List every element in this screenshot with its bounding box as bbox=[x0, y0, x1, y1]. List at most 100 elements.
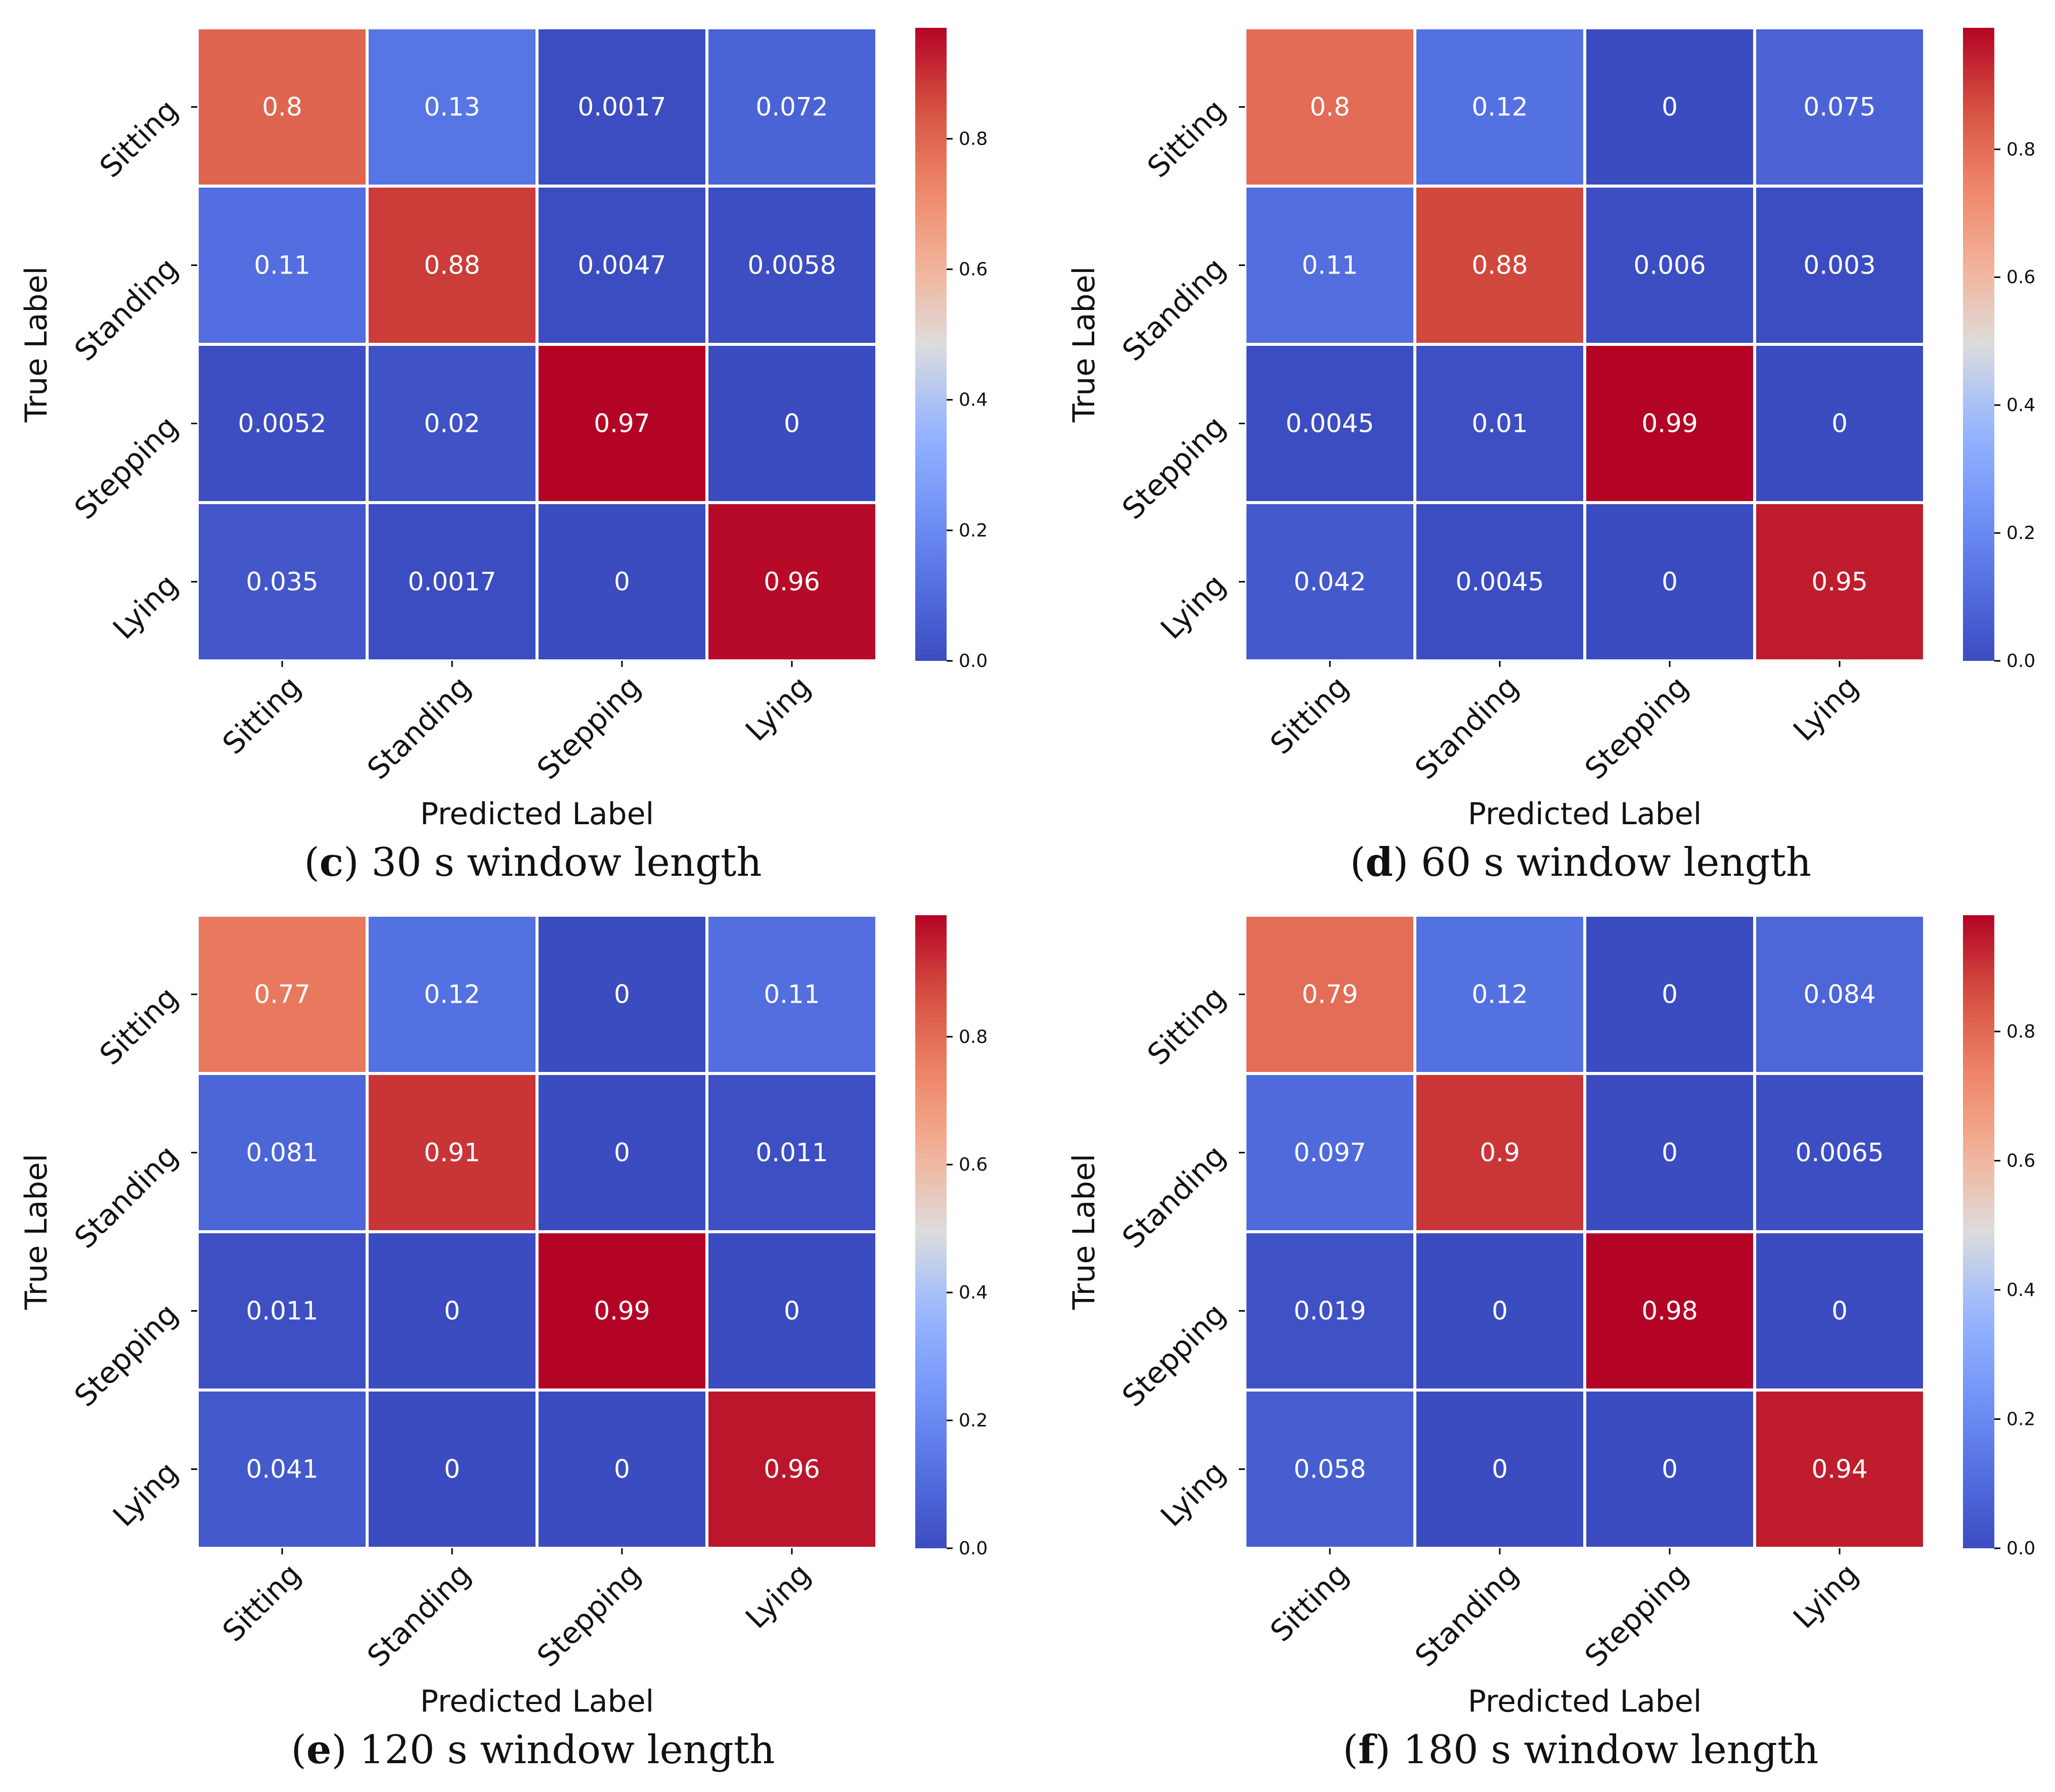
cell-value-label: 0.88 bbox=[1471, 251, 1528, 280]
x-axis-label: Predicted Label bbox=[1468, 796, 1702, 832]
heatmap-cell bbox=[1753, 1230, 1926, 1392]
heatmap-cell bbox=[1753, 914, 1926, 1075]
colorbar-tick-label: 0.4 bbox=[2006, 1280, 2035, 1301]
heatmap-cell bbox=[196, 1388, 369, 1550]
cell-value-label: 0.072 bbox=[755, 93, 828, 122]
cell-value-label: 0.91 bbox=[424, 1138, 480, 1168]
colorbar-tick-label: 0.4 bbox=[2006, 395, 2035, 416]
y-tick-label: Lying bbox=[106, 1455, 185, 1533]
cell-value-label: 0.0047 bbox=[578, 251, 666, 280]
cell-value-label: 0.019 bbox=[1293, 1296, 1366, 1326]
panel-caption: (c) 30 s window length bbox=[304, 839, 762, 885]
heatmap-cell bbox=[196, 1072, 369, 1233]
colorbar-tick-label: 0.6 bbox=[959, 259, 988, 280]
x-tick-label: Standing bbox=[361, 1557, 477, 1674]
cell-value-label: 0.0052 bbox=[238, 409, 327, 438]
caption-letter: c bbox=[320, 839, 344, 885]
cell-value-label: 0.0065 bbox=[1796, 1138, 1884, 1168]
cell-value-label: 0 bbox=[1662, 93, 1678, 122]
cell-value-label: 0.0045 bbox=[1456, 567, 1544, 597]
cell-value-label: 0.11 bbox=[254, 251, 310, 280]
cell-value-label: 0 bbox=[614, 1455, 630, 1484]
cell-value-label: 0 bbox=[1492, 1455, 1508, 1484]
cell-value-label: 0.0045 bbox=[1286, 409, 1374, 438]
cell-value-label: 0.011 bbox=[755, 1138, 828, 1168]
colorbar-tick-label: 0.4 bbox=[959, 390, 988, 411]
cell-value-label: 0.11 bbox=[1302, 251, 1358, 280]
cell-value-label: 0.081 bbox=[246, 1138, 318, 1168]
cell-value-label: 0.96 bbox=[764, 1455, 820, 1484]
colorbar-tick-label: 0.8 bbox=[959, 128, 988, 149]
cell-value-label: 0.075 bbox=[1803, 93, 1875, 122]
x-tick-label: Lying bbox=[1786, 669, 1865, 748]
heatmap-cell bbox=[1583, 1230, 1756, 1392]
heatmap-cell bbox=[1583, 1072, 1756, 1233]
cell-value-label: 0.12 bbox=[424, 980, 480, 1009]
cell-value-label: 0 bbox=[784, 1296, 800, 1326]
heatmap-cell bbox=[705, 343, 878, 504]
cell-value-label: 0 bbox=[444, 1455, 460, 1484]
y-tick-label: Standing bbox=[1115, 1138, 1232, 1255]
x-tick-label: Lying bbox=[1786, 1557, 1865, 1635]
colorbar-tick-label: 0.8 bbox=[959, 1026, 988, 1047]
heatmap-cell bbox=[1413, 26, 1586, 188]
heatmap-cell bbox=[366, 26, 539, 188]
cell-value-label: 0 bbox=[614, 980, 630, 1009]
heatmap-cell bbox=[1753, 185, 1926, 346]
heatmap-cell bbox=[535, 1230, 708, 1392]
heatmap-cell bbox=[1753, 26, 1926, 188]
x-tick-label: Standing bbox=[1408, 669, 1525, 786]
heatmap-cell bbox=[1753, 1072, 1926, 1233]
panel-caption: (d) 60 s window length bbox=[1350, 839, 1811, 885]
heatmap-cell bbox=[705, 914, 878, 1075]
heatmap-cell bbox=[535, 26, 708, 188]
colorbar-tick-label: 0.2 bbox=[2006, 523, 2035, 544]
panel-caption: (f) 180 s window length bbox=[1343, 1727, 1819, 1773]
colorbar bbox=[915, 28, 947, 661]
heatmap-cell bbox=[1583, 1388, 1756, 1550]
caption-letter: d bbox=[1365, 839, 1393, 885]
y-tick-label: Standing bbox=[68, 1138, 185, 1255]
y-tick-label: Lying bbox=[106, 567, 185, 646]
x-tick-label: Sitting bbox=[216, 669, 307, 761]
cell-value-label: 0.77 bbox=[254, 980, 310, 1009]
cell-value-label: 0 bbox=[1831, 1296, 1848, 1326]
y-tick-label: Stepping bbox=[68, 409, 185, 526]
confusion-matrix-panel-c: 0.8 0.13 0.0017 0.072 0.11 0.88 0.0047 0.0058 0.… bbox=[19, 26, 988, 885]
y-tick-label: Stepping bbox=[68, 1296, 185, 1413]
colorbar-tick-label: 0.0 bbox=[959, 1538, 988, 1559]
heatmap-cell bbox=[1583, 26, 1756, 188]
cell-value-label: 0.94 bbox=[1811, 1455, 1867, 1484]
heatmap-cell bbox=[1243, 26, 1416, 188]
cell-value-label: 0 bbox=[1662, 1455, 1678, 1484]
heatmap-cell bbox=[705, 1388, 878, 1550]
x-tick-label: Stepping bbox=[1578, 669, 1695, 786]
confusion-matrix-panel-e: 0.77 0.12 0 0.11 0.081 0.91 0 0.011 0.011 0 0.99 0 0… bbox=[19, 914, 988, 1773]
cell-value-label: 0.097 bbox=[1293, 1138, 1366, 1168]
cell-value-label: 0.0058 bbox=[748, 251, 836, 280]
x-tick-label: Standing bbox=[361, 669, 477, 786]
cell-value-label: 0.96 bbox=[764, 567, 820, 597]
colorbar-tick-label: 0.6 bbox=[2006, 267, 2035, 288]
cell-value-label: 0.01 bbox=[1471, 409, 1528, 438]
heatmap-cell bbox=[366, 914, 539, 1075]
cell-value-label: 0.95 bbox=[1811, 567, 1867, 597]
colorbar bbox=[1963, 915, 1994, 1548]
y-axis-label: True Label bbox=[19, 1154, 54, 1310]
y-axis-label: True Label bbox=[1066, 1154, 1102, 1310]
colorbar-tick-label: 0.2 bbox=[959, 1410, 988, 1431]
heatmap-cell bbox=[366, 185, 539, 346]
y-tick-label: Stepping bbox=[1115, 1296, 1232, 1413]
colorbar-tick-label: 0.2 bbox=[959, 520, 988, 541]
cell-value-label: 0 bbox=[614, 1138, 630, 1168]
x-tick-label: Sitting bbox=[1264, 1557, 1355, 1648]
cell-value-label: 0 bbox=[1662, 980, 1678, 1009]
x-axis-label: Predicted Label bbox=[420, 796, 654, 832]
cell-value-label: 0.13 bbox=[424, 93, 480, 122]
cell-value-label: 0.11 bbox=[764, 980, 820, 1009]
heatmap-cell bbox=[1413, 914, 1586, 1075]
x-tick-label: Lying bbox=[739, 1557, 817, 1635]
y-tick-label: Lying bbox=[1154, 1455, 1232, 1533]
confusion-matrix-panel-d: 0.8 0.12 0 0.075 0.11 0.88 0.006 0.003 0.0045 0.0… bbox=[1066, 26, 2035, 885]
